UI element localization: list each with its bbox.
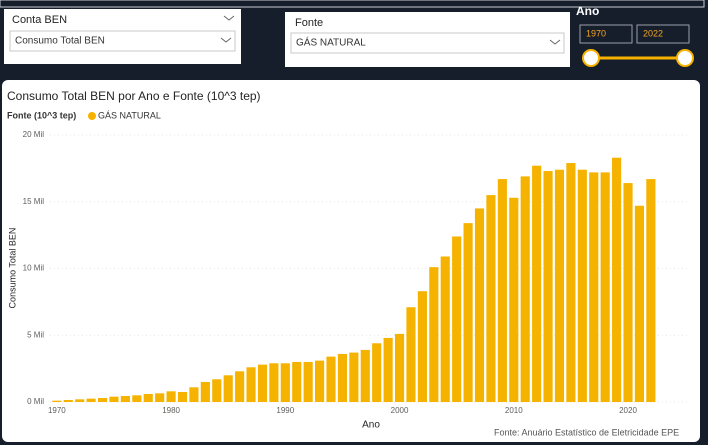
bar <box>326 356 336 402</box>
bar <box>486 195 496 402</box>
bar <box>406 307 416 402</box>
x-tick-label: 2020 <box>619 406 637 415</box>
bar <box>177 391 188 402</box>
range-from-value[interactable]: 1970 <box>586 28 606 38</box>
x-tick-label: 2000 <box>391 406 409 415</box>
bar <box>155 393 165 402</box>
bar <box>97 397 108 402</box>
bar <box>246 367 256 402</box>
bar <box>63 399 73 402</box>
slicer-title: Fonte <box>295 17 323 29</box>
legend-label: GÁS NATURAL <box>98 110 161 120</box>
bar <box>315 360 325 402</box>
bar <box>474 208 485 402</box>
bar <box>452 236 462 402</box>
bar <box>360 349 370 402</box>
y-tick-label: 0 Mil <box>27 397 44 406</box>
bar <box>349 352 359 402</box>
bar <box>269 363 279 402</box>
slicer-title: Conta BEN <box>12 14 67 26</box>
bar <box>440 256 450 402</box>
y-tick-label: 10 Mil <box>23 264 45 273</box>
bar <box>394 333 405 402</box>
bar <box>429 267 439 402</box>
bar <box>75 399 85 402</box>
bar <box>212 379 222 402</box>
bar <box>166 391 176 402</box>
y-tick-label: 15 Mil <box>23 197 45 206</box>
bar <box>509 197 519 402</box>
bar <box>520 176 530 402</box>
bar <box>303 361 313 402</box>
footer: Fonte: Anuário Estatístico de Eletricida… <box>494 427 679 437</box>
bar <box>143 393 153 402</box>
range-from[interactable] <box>579 24 633 44</box>
bar <box>417 291 427 402</box>
x-tick-label: 1970 <box>48 406 66 415</box>
bar <box>554 169 565 402</box>
bar <box>292 361 302 402</box>
x-axis-label: Ano <box>362 420 380 431</box>
chevron <box>223 15 235 21</box>
dropdown-value[interactable]: GÁS NATURAL <box>296 36 366 49</box>
bar <box>257 364 268 402</box>
range-to-value[interactable]: 2022 <box>643 28 663 38</box>
bar <box>566 163 576 402</box>
bar <box>337 353 348 402</box>
slicer-title: Ano <box>576 4 599 18</box>
bar <box>634 205 645 402</box>
x-tick-label: 2010 <box>505 406 523 415</box>
bar <box>543 171 553 402</box>
bar <box>646 179 656 402</box>
bar <box>200 381 210 402</box>
x-tick-label: 1980 <box>162 406 180 415</box>
bar <box>132 395 142 402</box>
dropdown[interactable] <box>9 30 236 52</box>
bar <box>109 396 119 402</box>
y-axis-label: Consumo Total BEN <box>7 228 17 309</box>
bar <box>52 400 62 402</box>
bar <box>463 223 473 402</box>
bar <box>223 375 233 402</box>
bar <box>589 172 599 402</box>
bar <box>532 165 542 402</box>
bar <box>577 169 587 402</box>
bar <box>612 157 622 402</box>
bar <box>120 395 130 402</box>
bar <box>235 371 245 402</box>
bar <box>497 179 507 402</box>
bar <box>600 172 610 402</box>
bar <box>383 337 393 402</box>
legend-swatch <box>88 112 96 120</box>
bar <box>280 363 290 402</box>
x-tick-label: 1990 <box>276 406 294 415</box>
y-tick-label: 20 Mil <box>23 130 45 139</box>
bar <box>372 343 382 402</box>
slider-handle[interactable] <box>676 49 694 67</box>
chart-title: Consumo Total BEN por Ano e Fonte (10^3 … <box>7 89 261 103</box>
dropdown[interactable] <box>290 32 565 54</box>
slider-handle[interactable] <box>582 49 600 67</box>
bar <box>189 387 199 402</box>
y-tick-label: 5 Mil <box>27 330 44 339</box>
legend-title: Fonte (10^3 tep) <box>7 110 76 120</box>
bar <box>623 183 633 402</box>
chevron <box>220 37 232 43</box>
dropdown-value[interactable]: Consumo Total BEN <box>15 36 105 47</box>
chevron <box>549 39 561 45</box>
range-to[interactable] <box>636 24 690 44</box>
bar <box>86 398 96 402</box>
top-frame <box>0 0 705 8</box>
